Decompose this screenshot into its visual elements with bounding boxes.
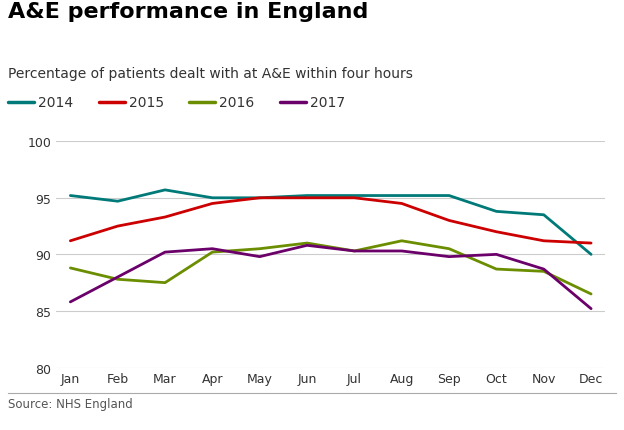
Text: 2014: 2014 bbox=[38, 96, 73, 110]
Text: 2016: 2016 bbox=[219, 96, 254, 110]
Text: 2015: 2015 bbox=[129, 96, 163, 110]
Text: B: B bbox=[575, 406, 585, 419]
Text: Source: NHS England: Source: NHS England bbox=[8, 397, 133, 410]
Text: C: C bbox=[600, 406, 608, 419]
Text: 2017: 2017 bbox=[310, 96, 344, 110]
Text: Percentage of patients dealt with at A&E within four hours: Percentage of patients dealt with at A&E… bbox=[8, 67, 413, 80]
Text: A&E performance in England: A&E performance in England bbox=[8, 2, 369, 22]
Text: B: B bbox=[552, 406, 561, 419]
